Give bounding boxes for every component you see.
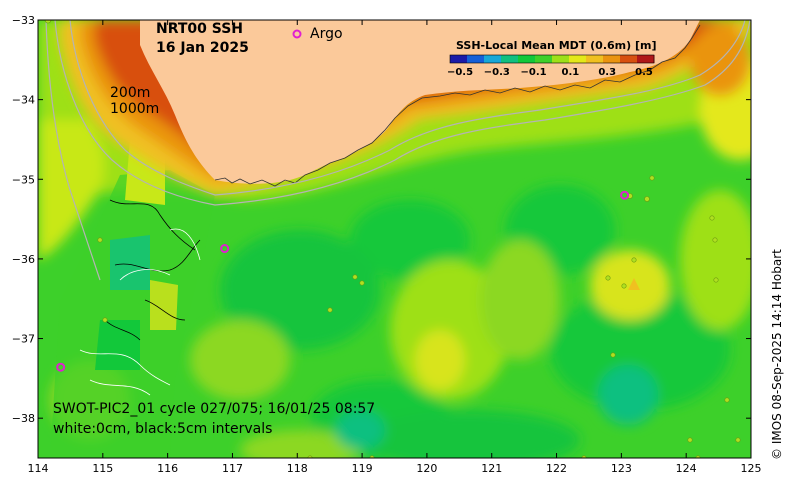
- swot-note-line2: white:0cm, black:5cm intervals: [53, 421, 272, 437]
- y-tick-label: −38: [12, 412, 35, 425]
- argo-legend-marker-icon: [292, 29, 302, 39]
- x-tick-label: 122: [546, 462, 567, 475]
- y-tick-label: −35: [12, 173, 35, 186]
- colorbar-swatch: [450, 55, 468, 63]
- plot-area: [38, 20, 751, 458]
- swot-contour-white: [169, 228, 201, 261]
- swot-contour-black: [104, 319, 141, 341]
- colorbar-swatch: [586, 55, 604, 63]
- swot-contour-black: [109, 199, 196, 251]
- colorbar-swatch: [501, 55, 519, 63]
- argo-float-marker: [56, 362, 66, 372]
- eddy-arrow: [628, 278, 640, 290]
- colorbar-swatch: [518, 55, 536, 63]
- colorbar-ticks: −0.5 −0.3 −0.1 0.1 0.3 0.5: [447, 67, 653, 78]
- colorbar-swatch: [569, 55, 587, 63]
- x-tick-label: 123: [611, 462, 632, 475]
- isobath-1000m: [54, 20, 751, 206]
- y-tick-label: −37: [12, 333, 35, 346]
- argo-float-marker: [220, 244, 230, 254]
- colorbar-title: SSH-Local Mean MDT (0.6m) [m]: [456, 39, 656, 52]
- credit-text: © IMOS 08-Sep-2025 14:14 Hobart: [770, 249, 784, 460]
- colorbar: SSH-Local Mean MDT (0.6m) [m] −0.5 −0.3 −0…: [447, 39, 657, 78]
- colorbar-swatch: [637, 55, 655, 63]
- swot-contour-black: [114, 239, 201, 272]
- argo-float-marker: [620, 190, 630, 200]
- map-title-line1: NRT00 SSH: [156, 21, 243, 37]
- x-tick-label: 125: [741, 462, 762, 475]
- swot-contour-white: [119, 269, 171, 281]
- coastline: [214, 24, 701, 187]
- colorbar-swatch: [552, 55, 570, 63]
- colorbar-swatch: [484, 55, 502, 63]
- isobath-label-1000m: 1000m: [110, 101, 159, 117]
- isobath-200m: [69, 20, 746, 196]
- plot-frame: [37, 19, 752, 459]
- argo-floats: [56, 190, 630, 372]
- x-tick-label: 118: [287, 462, 308, 475]
- y-tick-label: −36: [12, 253, 35, 266]
- colorbar-swatch: [535, 55, 553, 63]
- colorbar-tick-label: −0.1: [521, 67, 547, 78]
- colorbar-tick-label: −0.3: [484, 67, 510, 78]
- colorbar-swatch: [620, 55, 638, 63]
- swot-contour-black: [144, 299, 186, 321]
- x-tick-label: 120: [416, 462, 437, 475]
- x-axis: 114 115 116 117 118 119 120 121 122 123 124 125: [28, 20, 762, 475]
- swot-contour-white: [89, 379, 151, 396]
- colorbar-tick-label: 0.1: [562, 67, 580, 78]
- swot-contour-white: [79, 349, 171, 386]
- colorbar-swatches: [450, 55, 655, 63]
- argo-legend-label: Argo: [310, 26, 343, 42]
- x-tick-label: 114: [28, 462, 49, 475]
- x-tick-label: 117: [222, 462, 243, 475]
- x-tick-label: 124: [676, 462, 697, 475]
- colorbar-tick-label: 0.3: [598, 67, 616, 78]
- y-axis: −33 −34 −35 −36 −37 −38: [12, 14, 751, 425]
- isobath-label-200m: 200m: [110, 85, 150, 101]
- swot-swath: [50, 140, 215, 458]
- x-tick-label: 121: [481, 462, 502, 475]
- x-tick-label: 116: [157, 462, 178, 475]
- isobath-1000m-west: [45, 20, 101, 281]
- x-tick-label: 119: [352, 462, 373, 475]
- colorbar-swatch: [603, 55, 621, 63]
- y-tick-label: −34: [12, 94, 35, 107]
- colorbar-swatch: [467, 55, 485, 63]
- swot-note-line1: SWOT-PIC2_01 cycle 027/075; 16/01/25 08:…: [53, 401, 375, 417]
- x-tick-label: 115: [92, 462, 113, 475]
- y-tick-label: −33: [12, 14, 35, 27]
- colorbar-tick-label: 0.5: [635, 67, 653, 78]
- colorbar-tick-label: −0.5: [447, 67, 473, 78]
- colorbar-frame: [449, 54, 655, 64]
- map-title-line2: 16 Jan 2025: [156, 40, 249, 56]
- argo-legend: Argo: [292, 26, 343, 42]
